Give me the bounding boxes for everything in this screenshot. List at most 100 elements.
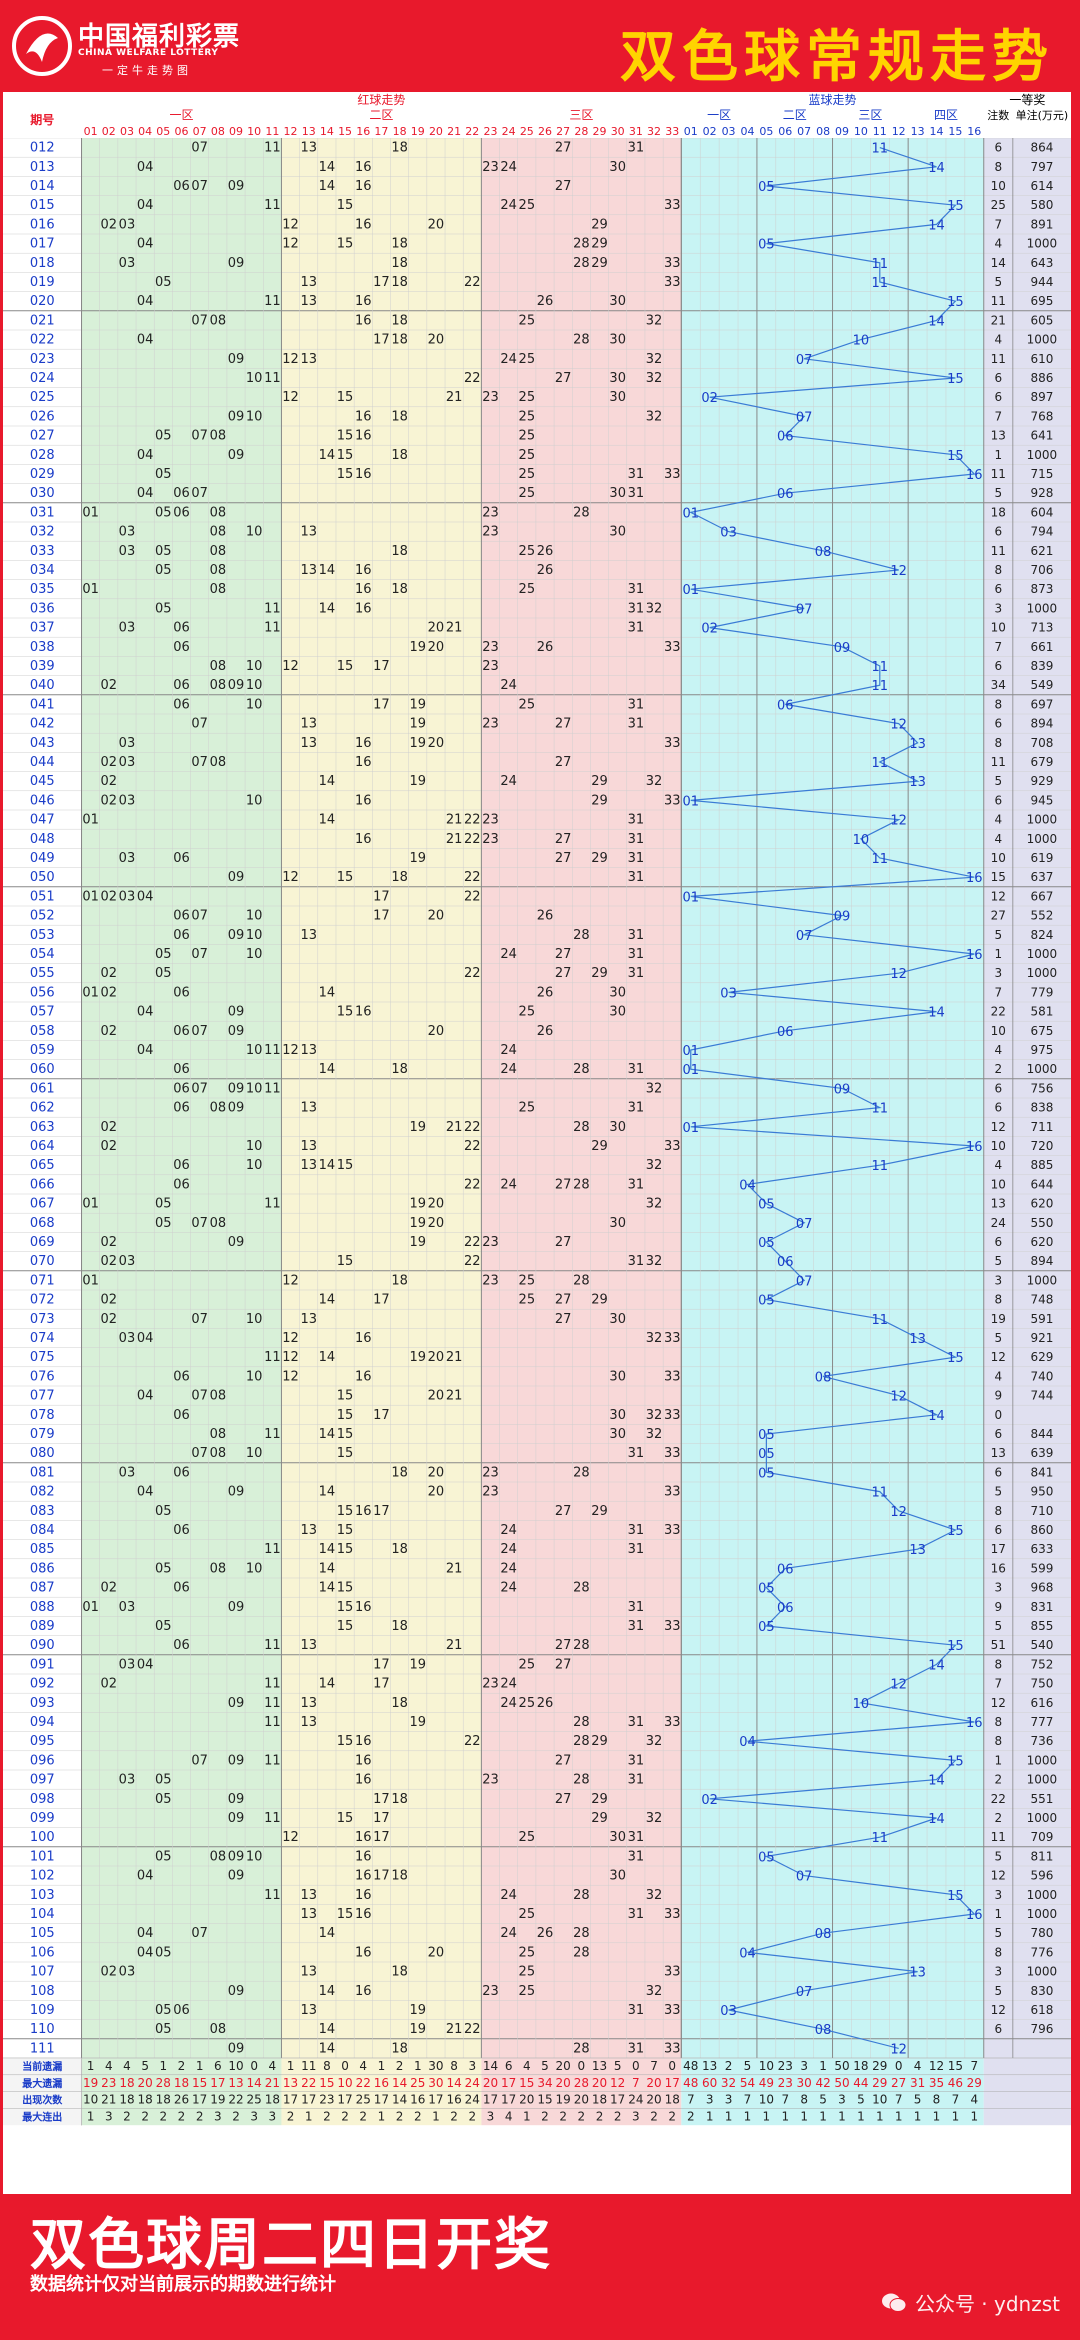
- stat-red-value: 28: [574, 2076, 589, 2090]
- red-ball: 16: [355, 1005, 372, 1020]
- red-ball: 07: [191, 1081, 208, 1096]
- stat-blue-value: 48: [683, 2076, 698, 2090]
- red-ball: 21: [446, 390, 463, 405]
- stat-red-value: 2: [178, 2059, 186, 2073]
- blue-ball: 16: [966, 1140, 983, 1155]
- prize-amount-cell: 695: [1030, 294, 1053, 308]
- red-ball: 32: [646, 371, 663, 386]
- red-ball: 15: [337, 1408, 354, 1423]
- prize-count-cell: 6: [994, 2022, 1002, 2036]
- stat-red-value: 2: [359, 2109, 367, 2123]
- period-cell: 098: [30, 1792, 55, 1807]
- red-ball: 22: [464, 889, 481, 904]
- red-ball: 33: [664, 1907, 681, 1922]
- red-ball: 28: [573, 1273, 590, 1288]
- stat-blue-value: 12: [929, 2059, 944, 2073]
- prize-amount-cell: 824: [1030, 928, 1053, 942]
- red-ball: 16: [355, 563, 372, 578]
- red-ball: 16: [355, 601, 372, 616]
- draw-schedule-title: 双色球周二四日开奖: [30, 2213, 552, 2278]
- period-cell: 031: [30, 505, 55, 520]
- red-ball: 04: [137, 1389, 154, 1404]
- red-ball: 01: [82, 582, 99, 597]
- blue-ball: 11: [872, 1831, 889, 1846]
- red-ball: 32: [646, 1331, 663, 1346]
- red-ball: 04: [137, 1043, 154, 1058]
- red-ball: 13: [300, 717, 317, 732]
- stat-blue-value: 7: [744, 2093, 752, 2107]
- stat-red-value: 20: [646, 2093, 661, 2107]
- red-ball: 28: [573, 928, 590, 943]
- red-ball: 29: [591, 851, 608, 866]
- red-ball: 31: [628, 717, 645, 732]
- blue-ball: 05: [758, 1294, 775, 1309]
- red-ball: 18: [391, 448, 408, 463]
- prize-count-cell: 13: [991, 429, 1006, 443]
- stat-blue-value: 2: [687, 2109, 695, 2123]
- prize-count-cell: 8: [994, 160, 1002, 174]
- blue-ball: 11: [872, 257, 889, 272]
- prize-amount-cell: 864: [1030, 141, 1053, 155]
- prize-count-cell: 6: [994, 793, 1002, 807]
- red-ball: 27: [555, 755, 572, 770]
- stat-red-value: 2: [196, 2109, 204, 2123]
- stat-red-value: 17: [610, 2093, 625, 2107]
- red-ball: 10: [246, 909, 263, 924]
- stat-red-value: 1: [414, 2059, 422, 2073]
- period-cell: 040: [30, 678, 55, 693]
- red-ball: 14: [319, 1581, 336, 1596]
- red-ball: 14: [319, 2041, 336, 2056]
- red-ball: 30: [609, 1869, 626, 1884]
- red-ball: 18: [391, 870, 408, 885]
- red-ball: 12: [282, 1369, 299, 1384]
- red-ball: 13: [300, 525, 317, 540]
- prize-amount-cell: 794: [1030, 525, 1053, 539]
- red-ball: 29: [591, 774, 608, 789]
- period-cell: 059: [30, 1043, 55, 1058]
- prize-amount-cell: 551: [1030, 1792, 1053, 1806]
- stat-blue-value: 23: [778, 2076, 793, 2090]
- prize-count-cell: 5: [994, 275, 1002, 289]
- stat-blue-value: 35: [929, 2076, 944, 2090]
- period-cell: 089: [30, 1619, 55, 1634]
- red-ball: 11: [264, 1197, 281, 1212]
- stat-red-value: 3: [250, 2109, 258, 2123]
- stat-red-value: 13: [228, 2076, 243, 2090]
- blue-ball: 16: [966, 1908, 983, 1923]
- prize-amount-cell: 711: [1030, 1120, 1053, 1134]
- red-ball: 09: [228, 409, 245, 424]
- stat-red-value: 2: [650, 2109, 658, 2123]
- prize-count-cell: 8: [994, 1504, 1002, 1518]
- red-ball: 11: [264, 1427, 281, 1442]
- prize-amount-cell: 604: [1030, 505, 1053, 519]
- red-ball: 04: [137, 160, 154, 175]
- stat-blue-value: 54: [740, 2076, 755, 2090]
- blue-ball: 13: [909, 1966, 926, 1981]
- prize-amount-cell: 709: [1030, 1830, 1053, 1844]
- red-ball: 12: [282, 1273, 299, 1288]
- prize-count-cell: 3: [994, 1888, 1002, 1902]
- blue-number-header: 07: [797, 125, 811, 138]
- red-ball: 12: [282, 352, 299, 367]
- prize-count-cell: 6: [994, 1523, 1002, 1537]
- period-cell: 074: [30, 1331, 55, 1346]
- red-ball: 15: [337, 870, 354, 885]
- prize-amount-cell: 643: [1030, 256, 1053, 270]
- stat-blue-value: 46: [948, 2076, 963, 2090]
- red-ball: 11: [264, 371, 281, 386]
- red-ball: 19: [409, 1350, 426, 1365]
- red-ball: 15: [337, 1523, 354, 1538]
- prize-amount-cell: 675: [1030, 1024, 1053, 1038]
- red-ball: 03: [119, 736, 136, 751]
- red-ball: 33: [664, 1446, 681, 1461]
- stat-red-value: 25: [247, 2093, 262, 2107]
- logo-english-text: CHINA WELFARE LOTTERY: [78, 48, 219, 58]
- red-ball: 32: [646, 1811, 663, 1826]
- red-ball: 31: [628, 1907, 645, 1922]
- red-ball: 31: [628, 486, 645, 501]
- red-ball: 17: [373, 1869, 390, 1884]
- red-ball: 29: [591, 217, 608, 232]
- prize-count-cell: 3: [994, 1965, 1002, 1979]
- prize-count-cell: 7: [994, 985, 1002, 999]
- red-ball: 18: [391, 409, 408, 424]
